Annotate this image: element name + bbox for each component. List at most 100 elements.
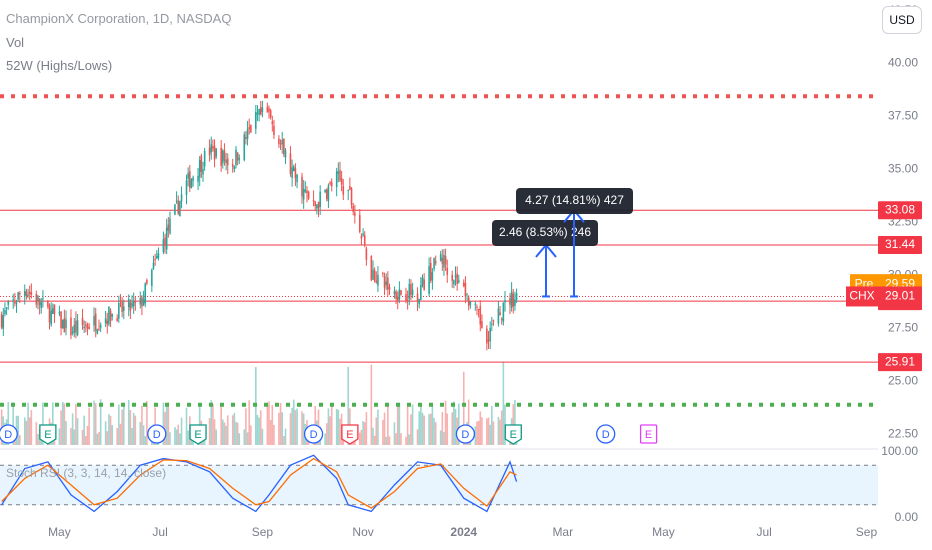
candle-body — [477, 309, 480, 311]
candle-body — [406, 299, 409, 302]
volume-bar — [410, 414, 412, 445]
candle-body — [444, 256, 447, 265]
volume-bar — [266, 404, 269, 445]
volume-bar — [220, 404, 222, 445]
candle-body — [30, 292, 33, 295]
currency-button[interactable]: USD — [882, 6, 922, 34]
dividend-label: D — [461, 429, 469, 441]
volume-bar — [289, 413, 292, 445]
candle-body — [99, 324, 102, 328]
dividend-icon[interactable] — [303, 424, 324, 444]
candle-body — [220, 147, 222, 166]
candle-body — [428, 266, 430, 294]
earnings-icon[interactable] — [504, 424, 522, 445]
candle-body — [185, 180, 188, 196]
x-tick-label: Jul — [152, 525, 167, 539]
measure-tooltip-bg — [516, 188, 633, 214]
volume-bar — [235, 421, 237, 445]
candle-body — [387, 277, 389, 290]
volume-bar — [250, 425, 252, 445]
dividend-label: D — [602, 429, 610, 441]
price-axis[interactable]: 22.5025.0027.5030.0032.5035.0037.5040.00… — [846, 3, 922, 524]
candle-body — [462, 282, 465, 286]
volume-bar — [132, 412, 135, 445]
candle-body — [4, 310, 6, 314]
time-axis[interactable]: May Jul Sep Nov 2024 Mar May Jul Sep — [48, 525, 877, 539]
level-badge[interactable] — [878, 353, 922, 372]
candle-body — [279, 143, 282, 145]
level-badge[interactable] — [878, 201, 922, 220]
dividend-icon[interactable] — [455, 424, 476, 444]
earnings-icon[interactable] — [39, 424, 57, 445]
symbol-tag-text: CHX — [849, 289, 874, 303]
candle-body — [259, 107, 262, 115]
dividend-icon[interactable] — [596, 424, 616, 444]
candle-body — [85, 324, 87, 326]
chart-title: ChampionX Corporation, 1D, NASDAQ — [6, 11, 232, 26]
volume-bar — [337, 409, 340, 445]
volume-bar — [248, 400, 251, 445]
volume-bar — [431, 405, 434, 445]
volume-bar — [467, 399, 470, 445]
candle-body — [5, 307, 8, 309]
candle-body — [108, 307, 110, 325]
candle-body — [512, 293, 515, 307]
dividend-icon[interactable] — [0, 424, 18, 444]
candle-body — [410, 284, 412, 296]
candle-body — [372, 269, 374, 280]
volume-bar — [119, 423, 122, 445]
candle-body — [35, 294, 38, 305]
volume-bar — [215, 429, 217, 445]
candle-body — [47, 300, 49, 307]
volume-bar — [212, 404, 214, 445]
candle-body — [210, 144, 213, 153]
52w-indicator-label[interactable]: 52W (Highs/Lows) — [6, 58, 113, 73]
candle-body — [109, 310, 112, 321]
volume-bar — [165, 405, 168, 445]
candle-body — [433, 257, 435, 269]
measure-tool[interactable]: 2.46 (8.53%) 246 — [492, 220, 598, 298]
volume-bar — [489, 424, 491, 445]
candle-body — [497, 308, 500, 324]
candle-body — [408, 283, 411, 300]
volume-bar — [296, 408, 298, 445]
volume-bar — [83, 415, 85, 445]
level-badge[interactable] — [878, 235, 922, 254]
candle-body — [222, 150, 224, 164]
candle-body — [304, 189, 307, 192]
volume-bar — [146, 401, 148, 445]
candle-body — [23, 290, 26, 296]
last-price-badge[interactable] — [878, 286, 922, 307]
earnings-icon[interactable] — [189, 424, 207, 445]
volume-bar — [273, 424, 275, 445]
volume-bar — [360, 429, 363, 445]
candle-body — [474, 303, 477, 305]
volume-bar — [433, 417, 435, 445]
volume-bar — [7, 401, 10, 445]
volume-bar — [71, 413, 74, 445]
earnings-icon[interactable] — [341, 424, 359, 445]
earnings-icon[interactable] — [639, 424, 658, 444]
candle-body — [98, 328, 100, 330]
candle-body — [487, 339, 490, 342]
measure-tool[interactable]: 4.27 (14.81%) 427 — [516, 188, 633, 298]
volume-bar — [99, 399, 102, 445]
candle-body — [179, 201, 181, 217]
volume-indicator-label[interactable]: Vol — [6, 35, 25, 50]
measurements[interactable]: 2.46 (8.53%) 246 4.27 (14.81%) 427 — [492, 188, 633, 298]
volume-bar — [141, 405, 143, 445]
candle-body — [250, 124, 252, 133]
candle-body — [365, 248, 368, 260]
y-tick-label: 22.50 — [888, 427, 918, 441]
dividend-icon[interactable] — [147, 424, 167, 444]
volume-bar — [139, 421, 142, 445]
last-price-text: 29.01 — [885, 289, 915, 303]
x-tick-label: May — [48, 525, 71, 539]
stoch-legend[interactable]: Stoch RSI (3, 3, 14, 14, close) — [6, 466, 166, 480]
volume-bar — [63, 403, 66, 445]
candle-body — [116, 318, 118, 321]
candle-body — [198, 159, 201, 178]
candle-body — [48, 305, 51, 323]
